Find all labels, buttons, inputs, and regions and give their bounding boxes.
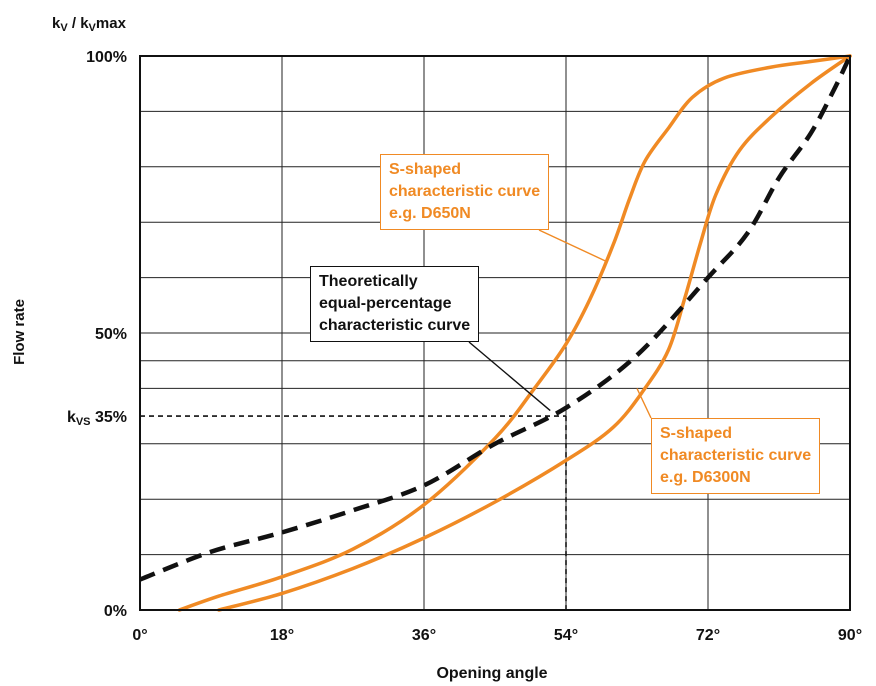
y-axis-label: Flow rate xyxy=(11,299,28,365)
annotation-d650n-line-3: e.g. D650N xyxy=(389,205,471,222)
kvs-reference-lines xyxy=(140,415,567,610)
series-line-d650n xyxy=(177,54,852,612)
x-tick-label: 0° xyxy=(132,627,147,644)
annotation-pointer-d650n xyxy=(538,229,606,262)
x-tick-label: 18° xyxy=(270,627,294,644)
x-tick-labels: 0° 18° 36° 54° 72° 90° xyxy=(132,627,862,644)
x-tick-label: 90° xyxy=(838,627,862,644)
chart-series xyxy=(139,54,853,612)
annotation-theoretical-line-2: equal-percentage xyxy=(319,295,452,312)
annotation-pointer-theoretical xyxy=(468,341,551,412)
series-line-d6300n xyxy=(217,54,852,612)
y-tick-label: kVS 35% xyxy=(67,409,127,428)
y-tick-label: 100% xyxy=(86,49,127,66)
x-tick-label: 54° xyxy=(554,627,578,644)
annotation-d650n: S-shaped characteristic curve e.g. D650N xyxy=(380,154,550,230)
annotation-d6300n-line-3: e.g. D6300N xyxy=(660,469,751,486)
annotation-pointer-d6300n xyxy=(636,388,652,419)
x-tick-label: 72° xyxy=(696,627,720,644)
annotation-pointers xyxy=(468,229,652,419)
series-line-theoretical xyxy=(139,55,853,582)
y-tick-label: 0% xyxy=(104,603,127,620)
y-axis-top-label: kV / kVmax xyxy=(52,15,127,34)
x-axis-label: Opening angle xyxy=(436,665,547,682)
chart-grid xyxy=(139,55,851,611)
y-tick-labels: 100% 50% kVS 35% 0% xyxy=(67,49,127,620)
annotation-d650n-line-2: characteristic curve xyxy=(389,183,541,200)
annotation-d6300n-line-1: S-shaped xyxy=(660,425,733,442)
annotation-theoretical: Theoretically equal-percentage character… xyxy=(310,266,480,342)
annotation-d6300n-line-2: characteristic curve xyxy=(660,447,812,464)
annotation-d6300n: S-shaped characteristic curve e.g. D6300… xyxy=(651,418,821,494)
annotation-theoretical-line-1: Theoretically xyxy=(319,273,418,290)
annotation-theoretical-line-3: characteristic curve xyxy=(319,317,471,334)
y-tick-label: 50% xyxy=(95,326,127,343)
plot-frame xyxy=(139,55,851,611)
annotation-d650n-line-1: S-shaped xyxy=(389,161,462,178)
x-tick-label: 36° xyxy=(412,627,436,644)
